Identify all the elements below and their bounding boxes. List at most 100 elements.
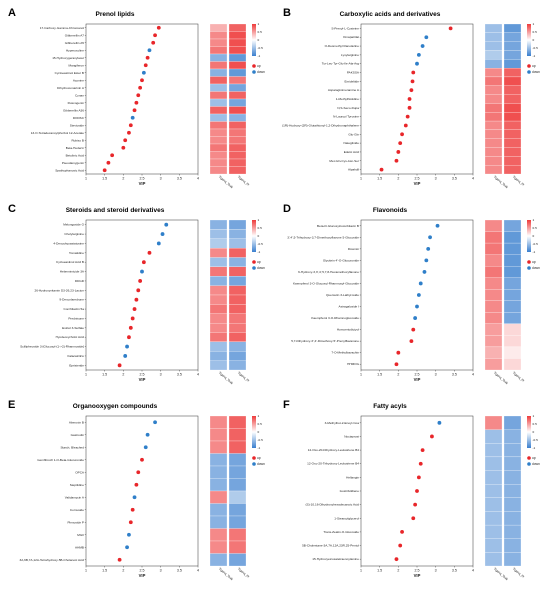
colorbar-tick-label: -1 xyxy=(533,250,536,254)
row-label: Gibberellin A7 xyxy=(65,33,85,37)
heatmap-cell xyxy=(228,61,247,70)
heatmap-cell xyxy=(209,351,228,361)
vip-point xyxy=(132,108,137,113)
legend-up-marker xyxy=(252,64,256,68)
heatmap-cell xyxy=(209,540,228,554)
x-tick-label: 2.5 xyxy=(415,177,420,181)
row-label: (S)-10,16-Dihydroxyhexadecanoic Acid xyxy=(306,503,360,507)
x-tick-label: 2.5 xyxy=(140,177,145,181)
vip-point xyxy=(156,241,161,246)
heatmap-cell xyxy=(503,112,522,122)
x-tick-label: 3.5 xyxy=(452,373,457,377)
row-label: Kaempferol 3-O-Rhamnoglucoside xyxy=(311,316,359,320)
x-tick-label: 3 xyxy=(435,373,437,377)
heatmap-cell xyxy=(484,346,503,359)
x-tick-label: 4 xyxy=(197,373,199,377)
vip-point xyxy=(132,495,137,500)
vip-point xyxy=(400,530,404,534)
heatmap-cell xyxy=(484,429,503,444)
heatmap-cell xyxy=(484,219,503,232)
vip-point xyxy=(411,70,416,75)
heatmap-cell xyxy=(503,470,522,485)
vip-point xyxy=(394,557,399,562)
heatmap-cell xyxy=(209,121,228,130)
panel-letter: C xyxy=(8,203,16,215)
vip-point xyxy=(411,327,416,332)
row-label: 26-Hydroxyvitamin D3-26,23-Lacton xyxy=(34,288,84,292)
heatmap-cell xyxy=(228,151,247,160)
heatmap-cell xyxy=(228,276,247,286)
heatmap-cell xyxy=(484,231,503,244)
row-label: 9-Dexoxlaredrone xyxy=(59,298,84,302)
heatmap-cell xyxy=(484,76,503,86)
x-tick-label: 4 xyxy=(472,177,474,181)
x-tick-label: 2.5 xyxy=(140,569,145,573)
vip-point xyxy=(411,516,416,521)
vip-point xyxy=(420,448,425,452)
heatmap-col-label: Tigeria_Pr xyxy=(512,371,525,383)
legend-up-marker xyxy=(527,260,531,264)
row-label: O-Desmethyl Ranolazine xyxy=(325,44,360,48)
heatmap-cell xyxy=(503,254,522,267)
row-label: Starch, Bleached xyxy=(60,445,84,449)
panel-title: Carboxylic acids and derivatives xyxy=(340,11,441,18)
legend-down-marker xyxy=(527,462,531,466)
heatmap-col-label: Tigeria_Pr xyxy=(237,175,250,187)
heatmap-cell xyxy=(503,277,522,290)
vip-point xyxy=(147,48,152,53)
heatmap-cell xyxy=(503,429,522,444)
heatmap-cell xyxy=(228,31,247,40)
heatmap-cell xyxy=(228,229,247,239)
vip-point xyxy=(407,97,412,101)
colorbar-tick-label: 0.5 xyxy=(533,30,538,34)
x-tick-label: 3.5 xyxy=(177,569,182,573)
heatmap-cell xyxy=(209,465,228,479)
heatmap-cell xyxy=(228,360,247,371)
plot-frame xyxy=(85,23,199,175)
vip-point xyxy=(409,339,414,344)
legend-up-marker xyxy=(527,64,531,68)
heatmap-cell xyxy=(228,98,247,107)
heatmap-cell xyxy=(209,106,228,115)
row-label: Aberoxin B xyxy=(69,420,84,424)
heatmap-cell xyxy=(228,257,247,267)
x-tick-label: 1.5 xyxy=(377,569,382,573)
row-label: Glu-Gln xyxy=(348,132,359,136)
vip-point xyxy=(398,543,403,548)
heatmap-cell xyxy=(228,53,247,62)
colorbar-tick-label: -0.5 xyxy=(258,242,264,246)
colorbar-tick-label: -0.5 xyxy=(533,46,539,50)
vip-point xyxy=(145,432,150,437)
colorbar xyxy=(252,220,256,252)
row-label: Trans-Zeatin-O-Glucoside xyxy=(323,530,359,534)
x-tick-label: 2 xyxy=(397,373,399,377)
panel-title: Prenol lipids xyxy=(95,11,134,18)
row-label: Epristeride xyxy=(69,363,84,367)
heatmap-col-label: Tigeria_Teak xyxy=(218,371,234,386)
heatmap-cell xyxy=(228,83,247,92)
heatmap-cell xyxy=(484,511,503,526)
vip-point xyxy=(123,354,128,358)
heatmap-cell xyxy=(503,59,522,69)
heatmap-cell xyxy=(484,538,503,553)
legend-down-marker xyxy=(527,70,531,74)
x-tick-label: 1 xyxy=(360,373,362,377)
heatmap-cell xyxy=(503,165,522,175)
legend-down-marker xyxy=(252,266,256,270)
heatmap-cell xyxy=(503,524,522,539)
colorbar-tick-label: 0 xyxy=(258,234,260,238)
colorbar-tick-label: 0 xyxy=(258,430,260,434)
heatmap-cell xyxy=(503,443,522,458)
row-label: Cynan xyxy=(75,93,84,97)
colorbar-tick-label: 0.5 xyxy=(258,30,263,34)
x-tick-label: 3.5 xyxy=(177,373,182,377)
vip-point xyxy=(426,246,431,251)
heatmap-cell xyxy=(209,68,228,77)
heatmap-cell xyxy=(503,358,522,371)
vip-point xyxy=(394,362,399,367)
vip-point xyxy=(415,61,419,66)
heatmap-cell xyxy=(209,83,228,92)
heatmap-cell xyxy=(484,85,503,95)
heatmap-cell xyxy=(209,453,228,467)
colorbar xyxy=(527,416,531,448)
